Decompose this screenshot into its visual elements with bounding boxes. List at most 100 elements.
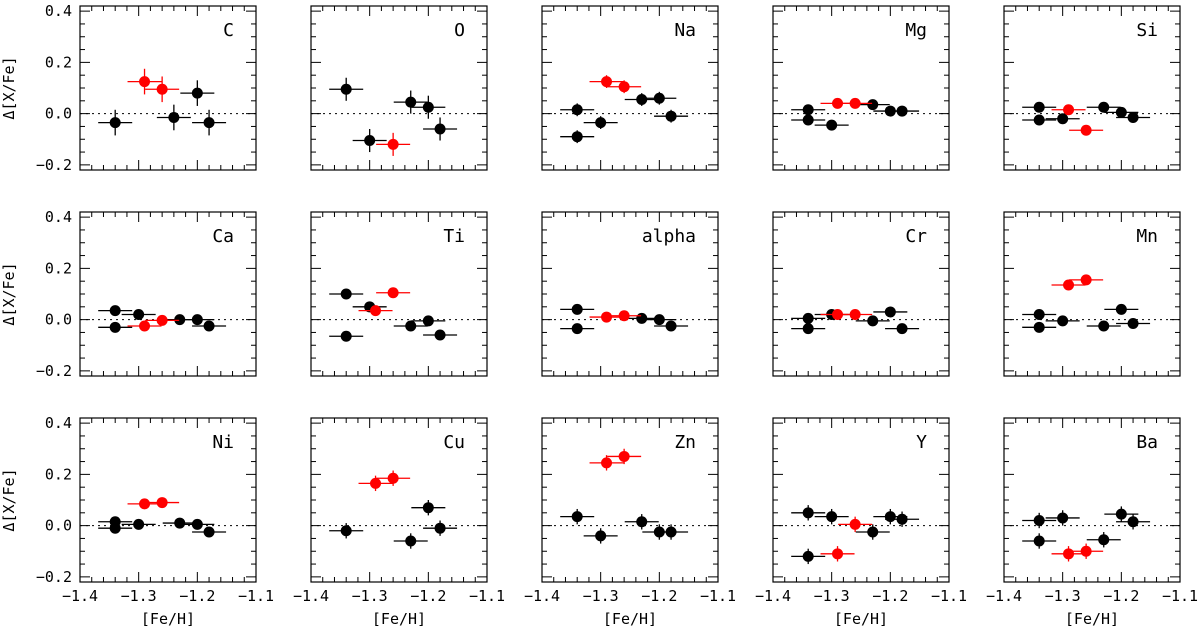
red-point (145, 497, 180, 509)
black-point (121, 518, 156, 530)
black-point (560, 130, 595, 144)
data-marker (1127, 516, 1139, 528)
y-axis-title: Δ[X/Fe] (0, 468, 18, 531)
data-marker (665, 526, 677, 538)
x-tick-label: −1.3 (814, 587, 850, 605)
black-point (162, 517, 197, 529)
red-point (127, 498, 162, 510)
y-tick-label: 0.0 (45, 311, 72, 329)
black-point (393, 320, 428, 332)
data-marker (896, 105, 908, 117)
black-point (156, 104, 191, 131)
data-marker (571, 131, 583, 143)
red-point (1051, 546, 1086, 562)
black-point (855, 524, 890, 540)
x-tick-label: −1.1 (931, 587, 967, 605)
data-marker (1033, 321, 1045, 333)
data-marker (636, 94, 648, 106)
data-marker (636, 516, 648, 528)
black-point (192, 109, 227, 136)
x-tick-label: −1.3 (1045, 587, 1081, 605)
black-point (423, 117, 458, 141)
data-marker (340, 288, 352, 300)
data-marker (595, 530, 607, 542)
y-axis-title: Δ[X/Fe] (0, 262, 18, 325)
panel-label: alpha (642, 226, 696, 247)
x-axis-title: [Fe/H] (141, 610, 195, 628)
data-marker (203, 117, 215, 129)
red-point (376, 132, 411, 156)
red-point (589, 311, 624, 323)
panel-label: Ni (212, 432, 234, 453)
x-tick-label: −1.1 (469, 587, 505, 605)
black-point (411, 95, 446, 119)
black-point (192, 320, 227, 332)
data-marker (174, 517, 186, 529)
panel-zn: −1.4 −1.3 −1.2 −1.1 [Fe/H] Zn (524, 417, 736, 628)
red-point (838, 309, 873, 320)
data-marker (867, 99, 879, 111)
panel-y: −1.4 −1.3 −1.2 −1.1 [Fe/H] Y (755, 417, 967, 628)
red-point (1051, 104, 1086, 116)
data-marker (1063, 279, 1075, 291)
data-marker (1098, 320, 1110, 332)
y-tick-label: 0.0 (45, 517, 72, 535)
data-marker (802, 104, 814, 116)
black-point (1045, 510, 1080, 526)
black-point (180, 314, 215, 326)
data-marker (1115, 508, 1127, 520)
red-point (607, 448, 642, 465)
data-marker (571, 511, 583, 523)
data-marker (405, 535, 417, 547)
x-tick-label: −1.2 (641, 587, 677, 605)
black-point (624, 93, 659, 106)
data-marker (109, 305, 121, 317)
black-point (98, 321, 133, 333)
black-point (560, 508, 595, 525)
red-point (358, 475, 393, 492)
x-tick-label: −1.2 (410, 587, 446, 605)
red-point (607, 310, 642, 322)
panel-label: O (454, 20, 465, 41)
black-point (560, 303, 595, 315)
panel-label: Y (916, 432, 927, 453)
panel-grid: −0.2 0.0 0.2 0.4 Δ[X/Fe] C O Na Mg Si −0.2 0.0 0.2 0.… (0, 2, 1198, 628)
panel-label: Na (674, 20, 696, 41)
data-marker (156, 314, 168, 326)
data-marker (571, 303, 583, 315)
black-point (814, 508, 849, 525)
y-tick-label: 0.2 (45, 53, 72, 71)
data-marker (636, 312, 648, 324)
x-tick-label: −1.1 (238, 587, 274, 605)
black-point (393, 90, 428, 114)
data-marker (203, 320, 215, 332)
data-marker (571, 104, 583, 116)
black-point (583, 528, 618, 544)
y-tick-label: 0.2 (45, 259, 72, 277)
black-point (791, 323, 826, 335)
red-point (589, 455, 624, 471)
data-marker (1033, 101, 1045, 113)
black-point (1022, 114, 1057, 126)
data-marker (387, 138, 399, 150)
panel-mn: Mn (1003, 211, 1181, 377)
data-marker (832, 97, 844, 109)
data-marker (387, 287, 399, 299)
data-marker (653, 92, 665, 104)
data-marker (174, 314, 186, 326)
data-marker (405, 96, 417, 108)
x-tick-label: −1.2 (872, 587, 908, 605)
black-point (1045, 113, 1080, 125)
black-point (791, 312, 826, 324)
data-marker (665, 320, 677, 332)
y-tick-label: 0.4 (45, 2, 72, 20)
red-point (376, 287, 411, 299)
red-point (589, 75, 624, 88)
x-tick-label: −1.4 (524, 587, 560, 605)
panel-ca: −0.2 0.0 0.2 0.4 Δ[X/Fe] Ca (0, 208, 257, 380)
black-point (855, 315, 890, 327)
data-marker (1127, 111, 1139, 123)
data-marker (884, 511, 896, 523)
data-marker (1063, 548, 1075, 560)
